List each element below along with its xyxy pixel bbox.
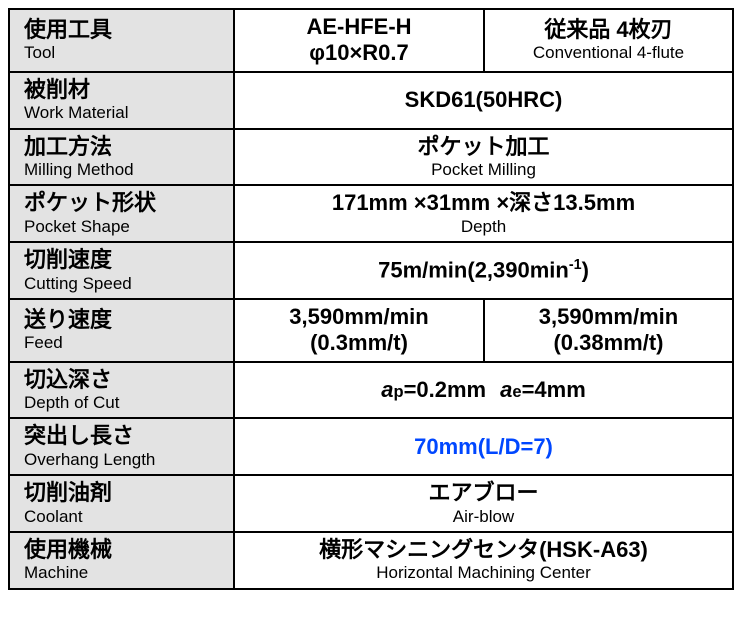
label-work: 被削材 Work Material [9,72,234,129]
val-overhang: 70mm(L/D=7) [234,418,733,475]
val-tool-1: AE-HFE-H φ10×R0.7 [234,9,484,72]
val-coolant-sub: Air-blow [245,507,722,527]
val-method-sub: Pocket Milling [245,160,722,180]
val-overhang-main: 70mm(L/D=7) [245,434,722,460]
label-feed-en: Feed [24,333,223,353]
row-machine: 使用機械 Machine 横形マシニングセンタ(HSK-A63) Horizon… [9,532,733,589]
val-work: SKD61(50HRC) [234,72,733,129]
row-feed: 送り速度 Feed 3,590mm/min (0.3mm/t) 3,590mm/… [9,299,733,362]
label-doc: 切込深さ Depth of Cut [9,362,234,419]
label-method: 加工方法 Milling Method [9,129,234,186]
val-feed-2-main: 3,590mm/min [495,304,722,330]
val-speed-main: 75m/min(2,390min-1) [245,257,722,284]
row-tool: 使用工具 Tool AE-HFE-H φ10×R0.7 従来品 4枚刃 Conv… [9,9,733,72]
label-tool: 使用工具 Tool [9,9,234,72]
val-tool-2: 従来品 4枚刃 Conventional 4-flute [484,9,733,72]
val-pocket-sub: Depth [245,217,722,237]
val-work-main: SKD61(50HRC) [245,87,722,113]
label-overhang-en: Overhang Length [24,450,223,470]
val-doc-main: ap=0.2mmae=4mm [245,377,722,403]
val-feed-2: 3,590mm/min (0.38mm/t) [484,299,733,362]
label-pocket: ポケット形状 Pocket Shape [9,185,234,242]
row-speed: 切削速度 Cutting Speed 75m/min(2,390min-1) [9,242,733,299]
val-feed-2-sub: (0.38mm/t) [495,330,722,356]
label-machine-en: Machine [24,563,223,583]
val-pocket-main: 171mm ×31mm ×深さ13.5mm [245,190,722,216]
val-tool-1-sub: φ10×R0.7 [245,40,473,66]
label-coolant-jp: 切削油剤 [24,480,223,506]
label-method-en: Milling Method [24,160,223,180]
row-method: 加工方法 Milling Method ポケット加工 Pocket Millin… [9,129,733,186]
val-feed-1-main: 3,590mm/min [245,304,473,330]
label-method-jp: 加工方法 [24,134,223,160]
label-feed: 送り速度 Feed [9,299,234,362]
row-work: 被削材 Work Material SKD61(50HRC) [9,72,733,129]
label-tool-en: Tool [24,43,223,63]
label-machine-jp: 使用機械 [24,537,223,563]
label-speed-jp: 切削速度 [24,247,223,273]
label-overhang: 突出し長さ Overhang Length [9,418,234,475]
label-work-en: Work Material [24,103,223,123]
label-feed-jp: 送り速度 [24,307,223,333]
label-doc-en: Depth of Cut [24,393,223,413]
val-method: ポケット加工 Pocket Milling [234,129,733,186]
label-machine: 使用機械 Machine [9,532,234,589]
label-speed: 切削速度 Cutting Speed [9,242,234,299]
val-feed-1: 3,590mm/min (0.3mm/t) [234,299,484,362]
val-pocket: 171mm ×31mm ×深さ13.5mm Depth [234,185,733,242]
val-tool-2-sub: Conventional 4-flute [495,43,722,63]
val-coolant: エアブロー Air-blow [234,475,733,532]
row-overhang: 突出し長さ Overhang Length 70mm(L/D=7) [9,418,733,475]
val-coolant-main: エアブロー [245,480,722,506]
label-pocket-en: Pocket Shape [24,217,223,237]
row-doc: 切込深さ Depth of Cut ap=0.2mmae=4mm [9,362,733,419]
row-pocket: ポケット形状 Pocket Shape 171mm ×31mm ×深さ13.5m… [9,185,733,242]
label-coolant-en: Coolant [24,507,223,527]
val-tool-2-main: 従来品 4枚刃 [495,17,722,43]
label-tool-jp: 使用工具 [24,17,223,43]
row-coolant: 切削油剤 Coolant エアブロー Air-blow [9,475,733,532]
val-machine: 横形マシニングセンタ(HSK-A63) Horizontal Machining… [234,532,733,589]
spec-table: 使用工具 Tool AE-HFE-H φ10×R0.7 従来品 4枚刃 Conv… [8,8,734,590]
val-machine-main: 横形マシニングセンタ(HSK-A63) [245,537,722,563]
label-pocket-jp: ポケット形状 [24,190,223,216]
val-method-main: ポケット加工 [245,134,722,160]
label-coolant: 切削油剤 Coolant [9,475,234,532]
label-doc-jp: 切込深さ [24,367,223,393]
label-overhang-jp: 突出し長さ [24,423,223,449]
val-feed-1-sub: (0.3mm/t) [245,330,473,356]
val-tool-1-main: AE-HFE-H [245,14,473,40]
val-doc: ap=0.2mmae=4mm [234,362,733,419]
label-speed-en: Cutting Speed [24,274,223,294]
val-machine-sub: Horizontal Machining Center [245,563,722,583]
label-work-jp: 被削材 [24,77,223,103]
val-speed: 75m/min(2,390min-1) [234,242,733,299]
